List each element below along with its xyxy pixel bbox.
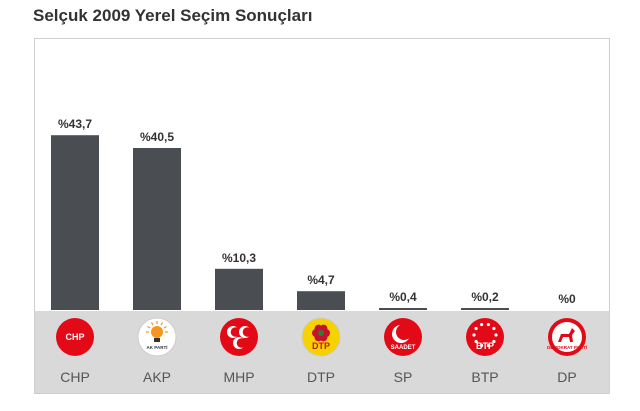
logo-text-akp: AK PARTİ <box>147 344 168 350</box>
bar-mhp <box>215 268 263 310</box>
chart-panel: %43,7 CHP CHP %40,5 AK PARTİ AKP %10,3 MHP %4,7 D… <box>34 38 610 394</box>
bar-dtp <box>297 291 345 310</box>
category-label-akp: AKP <box>143 369 171 385</box>
value-label-mhp: %10,3 <box>222 251 256 265</box>
value-label-akp: %40,5 <box>140 130 174 144</box>
category-label-mhp: MHP <box>223 369 254 385</box>
value-label-sp: %0,4 <box>389 290 417 304</box>
akp-light-bulb-logo: AK PARTİ <box>137 317 177 357</box>
bar-sp <box>379 308 427 310</box>
bar-chart: %43,7 CHP CHP %40,5 AK PARTİ AKP %10,3 MHP %4,7 D… <box>51 117 587 385</box>
value-label-btp: %0,2 <box>471 290 499 304</box>
bar-chp <box>51 135 99 310</box>
mhp-three-crescents-logo <box>220 318 258 356</box>
value-label-dp: %0 <box>558 292 576 306</box>
chp-six-arrows-logo: CHP <box>56 318 94 356</box>
bar-btp <box>461 308 509 310</box>
sp-crescent-star-logo: SAADET <box>384 318 422 356</box>
category-label-dp: DP <box>557 369 576 385</box>
category-label-btp: BTP <box>471 369 498 385</box>
logo-text-dtp: DTP <box>312 341 330 351</box>
value-label-dtp: %4,7 <box>307 273 335 287</box>
logo-text-dp: DEMOKRAT PARTİ <box>547 344 587 350</box>
dp-horse-logo: DEMOKRAT PARTİ <box>547 318 587 356</box>
category-label-sp: SP <box>394 369 413 385</box>
chart-title: Selçuk 2009 Yerel Seçim Sonuçları <box>33 6 313 25</box>
logo-text-chp: CHP <box>65 332 84 342</box>
category-label-chp: CHP <box>60 369 90 385</box>
bar-akp <box>133 148 181 310</box>
dtp-flower-logo: DTP <box>301 317 341 357</box>
value-label-chp: %43,7 <box>58 117 92 131</box>
category-label-dtp: DTP <box>307 369 335 385</box>
btp-stars-logo: BTP <box>466 318 504 356</box>
logo-text-sp: SAADET <box>391 345 416 351</box>
logo-text-btp: BTP <box>476 341 494 351</box>
